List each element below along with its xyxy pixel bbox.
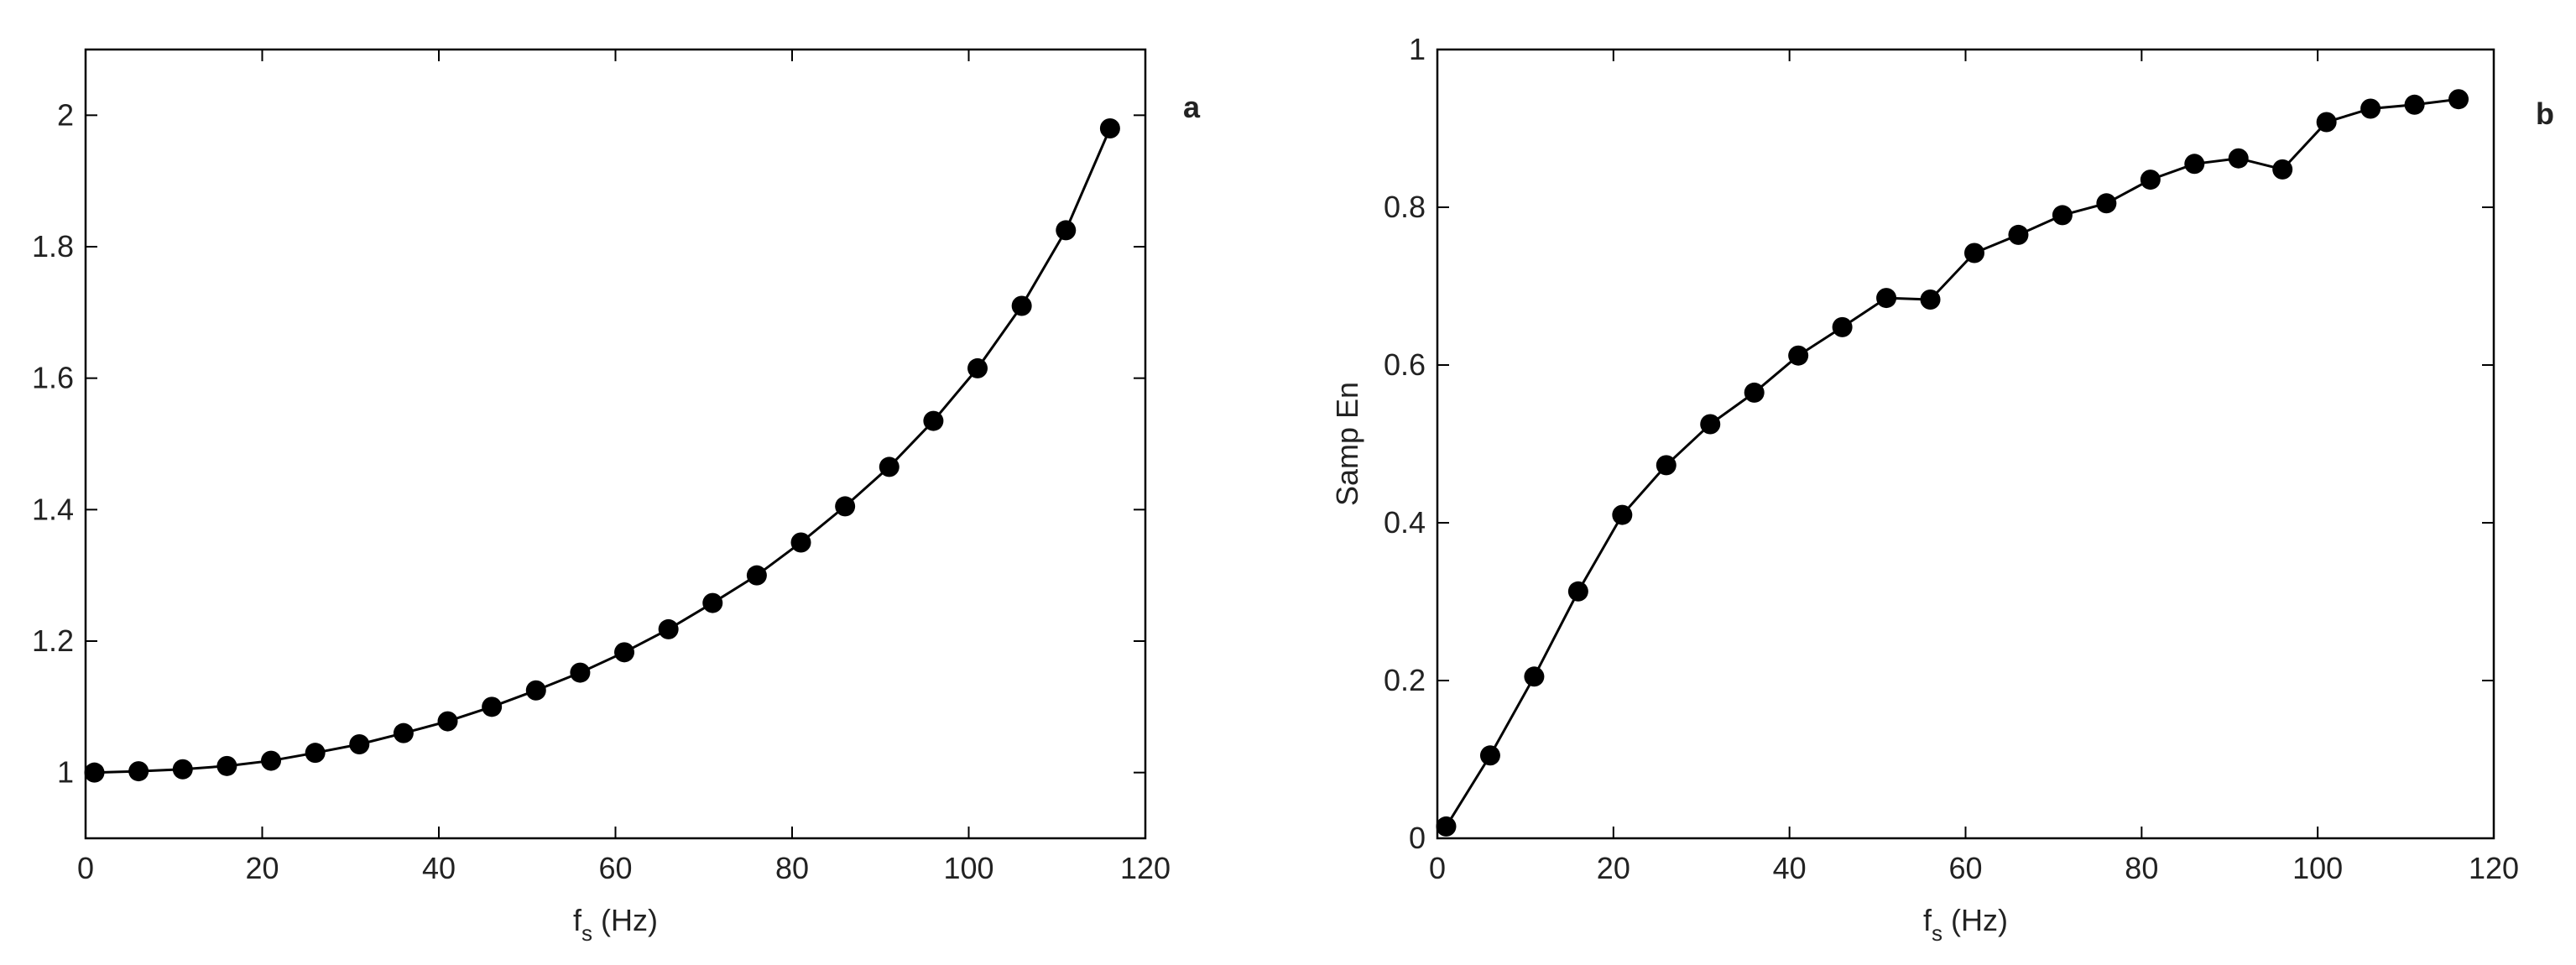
data-point <box>1479 745 1500 766</box>
data-point <box>2360 98 2381 119</box>
data-point <box>261 750 282 771</box>
data-point <box>1788 345 1809 366</box>
x-tick-label: 80 <box>775 851 809 885</box>
x-tick-label: 0 <box>1429 851 1446 885</box>
data-point <box>879 456 900 477</box>
x-tick-label: 0 <box>77 851 94 885</box>
y-axis-label: Samp En <box>1330 382 1364 506</box>
y-tick-label: 1.4 <box>32 492 74 526</box>
data-point <box>305 743 326 764</box>
data-point <box>2008 224 2029 245</box>
data-point <box>2184 154 2205 175</box>
x-tick-label: 60 <box>598 851 632 885</box>
x-axis-label-unit: (Hz) <box>601 903 658 937</box>
x-tick-label: 100 <box>2292 851 2343 885</box>
y-tick-label: 0.4 <box>1384 505 1426 540</box>
data-point <box>746 565 767 586</box>
data-point <box>2140 170 2161 190</box>
plot-frame <box>84 48 1147 840</box>
x-tick-label: 20 <box>245 851 279 885</box>
data-point <box>790 532 811 553</box>
data-point <box>349 733 370 754</box>
data-line <box>94 128 1112 775</box>
x-axis-label-sub: s <box>581 921 592 946</box>
x-axis-label: fs (Hz) <box>1923 903 2008 946</box>
panel-label: a <box>1183 90 1201 124</box>
data-point <box>172 759 193 780</box>
data-point <box>2316 112 2337 133</box>
x-tick-label: 60 <box>1948 851 1982 885</box>
data-point <box>658 618 679 639</box>
data-point <box>1612 504 1633 525</box>
x-tick-label: 100 <box>943 851 993 885</box>
data-point <box>1099 118 1120 138</box>
y-tick-label: 1.6 <box>32 361 74 395</box>
data-point <box>2404 94 2425 115</box>
x-axis-label-unit: (Hz) <box>1951 903 2008 937</box>
data-point <box>2096 193 2117 214</box>
data-point <box>393 722 414 743</box>
data-point <box>1920 289 1941 310</box>
y-tick-label: 1 <box>57 755 74 790</box>
y-tick-label: 1.2 <box>32 623 74 658</box>
plot-frame <box>1436 48 2495 840</box>
data-point <box>1656 455 1676 476</box>
data-point <box>2228 148 2249 169</box>
data-point <box>570 662 591 683</box>
data-point <box>1567 581 1588 602</box>
data-point <box>437 711 458 732</box>
x-axis-label: fs (Hz) <box>573 903 658 946</box>
data-point <box>702 592 723 613</box>
data-point <box>1056 220 1077 241</box>
data-point <box>525 680 546 701</box>
data-point <box>1876 288 1897 309</box>
x-tick-label: 120 <box>1120 851 1171 885</box>
data-point <box>835 496 856 517</box>
data-point <box>1744 382 1765 403</box>
data-point <box>2052 205 2073 226</box>
x-axis-label-main: f <box>1923 903 1932 937</box>
panel-label: b <box>2536 96 2554 131</box>
y-tick-label: 1.8 <box>32 229 74 263</box>
y-tick-label: 0 <box>1409 821 1426 855</box>
data-point <box>1700 414 1721 435</box>
data-point <box>2272 159 2293 180</box>
data-point <box>923 410 944 431</box>
y-tick-label: 2 <box>57 97 74 132</box>
y-tick-label: 0.6 <box>1384 347 1426 382</box>
data-point <box>1011 295 1032 316</box>
data-point <box>216 755 237 776</box>
data-point <box>1832 316 1853 337</box>
data-line <box>1445 97 2459 827</box>
x-axis-label-main: f <box>573 903 582 937</box>
data-point <box>1524 666 1545 687</box>
data-point <box>482 696 503 717</box>
data-point <box>1436 816 1457 837</box>
data-point <box>967 357 988 378</box>
data-point <box>128 761 149 782</box>
data-point <box>2448 89 2469 110</box>
y-tick-label: 1 <box>1409 32 1426 66</box>
data-point <box>614 642 635 663</box>
x-tick-label: 120 <box>2469 851 2519 885</box>
x-tick-label: 20 <box>1597 851 1630 885</box>
data-point <box>1963 243 1984 263</box>
data-point <box>84 762 105 783</box>
x-tick-label: 40 <box>1773 851 1807 885</box>
y-tick-label: 0.8 <box>1384 190 1426 224</box>
y-tick-label: 0.2 <box>1384 663 1426 697</box>
x-tick-label: 80 <box>2125 851 2158 885</box>
x-tick-label: 40 <box>422 851 456 885</box>
x-axis-label-sub: s <box>1932 921 1942 946</box>
